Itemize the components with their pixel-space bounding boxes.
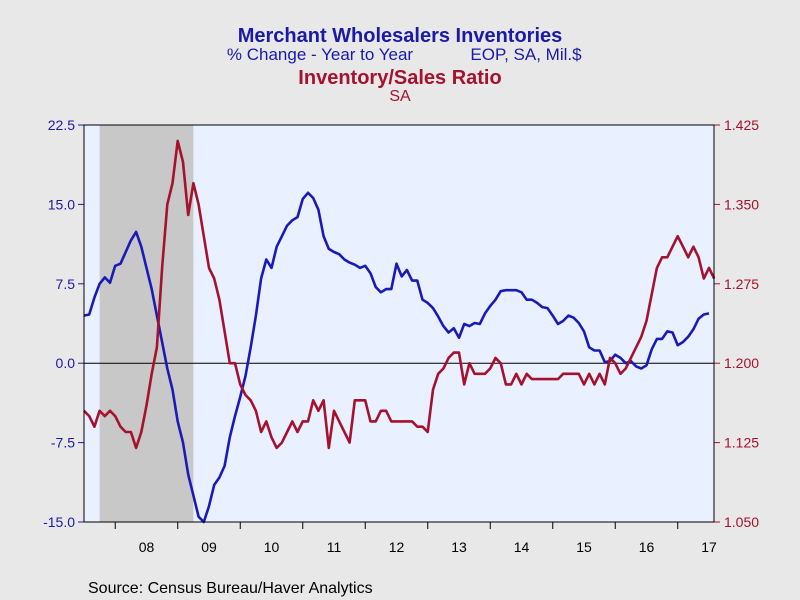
chart-subtitle-primary-left: % Change - Year to Year — [227, 45, 414, 64]
x-tick-label: 12 — [389, 539, 405, 555]
plot-frame — [83, 124, 715, 523]
x-tick-label: 17 — [701, 539, 717, 555]
chart-title-primary: Merchant Wholesalers Inventories — [238, 25, 563, 47]
x-tick-label: 11 — [327, 539, 342, 555]
x-tick-label: 15 — [576, 539, 592, 555]
right-tick-label: 1.425 — [724, 117, 759, 133]
x-tick-label: 13 — [451, 539, 467, 555]
left-tick-label: -7.5 — [51, 435, 75, 451]
x-tick-label: 08 — [139, 539, 155, 555]
x-tick-label: 10 — [264, 539, 280, 555]
right-tick-label: 1.350 — [724, 196, 759, 212]
left-tick-label: 22.5 — [48, 117, 75, 133]
left-tick-label: 7.5 — [56, 276, 76, 292]
left-tick-label: 0.0 — [56, 355, 76, 371]
right-tick-label: 1.125 — [724, 435, 759, 451]
right-axis-ticks: 1.425 1.350 1.275 1.200 1.125 1.050 — [714, 117, 759, 530]
right-tick-label: 1.275 — [724, 276, 759, 292]
chart-subtitle-secondary: SA — [389, 88, 411, 105]
series-line-inventory-change — [83, 191, 710, 524]
chart-title-secondary: Inventory/Sales Ratio — [298, 67, 501, 89]
series-line-inventory-sales-ratio — [83, 139, 716, 450]
x-tick-label: 09 — [201, 539, 217, 555]
x-tick-label: 14 — [514, 539, 530, 555]
x-axis-ticks: 08 09 10 11 12 13 14 15 16 17 — [114, 522, 717, 555]
recession-shade — [99, 125, 194, 522]
right-tick-label: 1.200 — [724, 355, 759, 371]
right-tick-label: 1.050 — [724, 514, 759, 530]
x-tick-label: 16 — [639, 539, 655, 555]
left-tick-label: 15.0 — [48, 196, 75, 212]
source-note: Source: Census Bureau/Haver Analytics — [88, 580, 373, 597]
left-axis-ticks: 22.5 15.0 7.5 0.0 -7.5 -15.0 — [43, 117, 84, 530]
left-tick-label: -15.0 — [43, 514, 75, 530]
chart-subtitle-primary-right: EOP, SA, Mil.$ — [470, 45, 582, 64]
